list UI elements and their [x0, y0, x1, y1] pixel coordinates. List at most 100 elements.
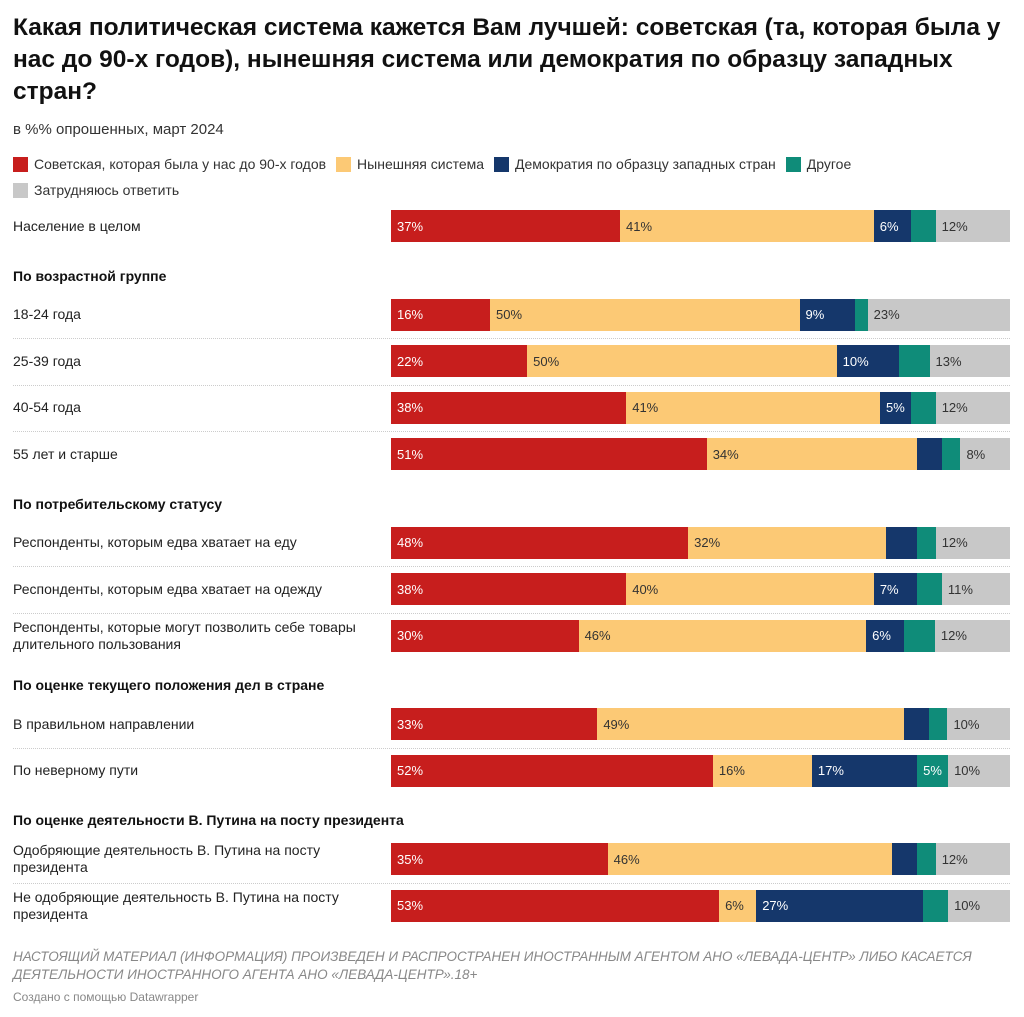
- bar-row: Респонденты, которые могут позволить себ…: [0, 612, 1024, 660]
- bar-segment: 11%: [941, 573, 1010, 606]
- bar-segment: [917, 573, 942, 606]
- value-label: 16%: [718, 763, 745, 779]
- bar-segment: 50%: [490, 298, 800, 331]
- stacked-bar: 53% 6% 27% 10%: [391, 889, 1010, 922]
- row-label: Население в целом: [13, 217, 141, 234]
- row-label: 55 лет и старше: [13, 445, 118, 462]
- bar-segment: 51%: [391, 438, 707, 471]
- bar-segment: 38%: [391, 391, 627, 424]
- bar-row: Одобряющие деятельность В. Путина на пос…: [0, 836, 1024, 883]
- row-label: 18-24 года: [13, 306, 81, 323]
- value-label: 48%: [397, 535, 424, 551]
- legend-swatch: [785, 157, 801, 172]
- foreign-agent-note: НАСТОЯЩИЙ МАТЕРИАЛ (ИНФОРМАЦИЯ) ПРОИЗВЕД…: [13, 949, 972, 982]
- value-label: 30%: [397, 628, 424, 644]
- row-label: В правильном направлении: [13, 715, 195, 732]
- stacked-bar: 35% 46% 12%: [391, 843, 1010, 876]
- value-label: 27%: [762, 898, 789, 914]
- bar-segment: [917, 843, 936, 876]
- group-header: По возрастной группе: [13, 267, 167, 284]
- bar-segment: 38%: [391, 573, 627, 606]
- value-label: 5%: [886, 400, 905, 416]
- row-label: Респонденты, которым едва хватает на еду: [13, 534, 297, 551]
- legend-label: Демократия по образцу западных стран: [515, 156, 776, 172]
- bar-row: 25-39 года 22% 50% 10% 13%: [0, 338, 1024, 385]
- value-label: 12%: [941, 535, 968, 551]
- legend-swatch: [494, 157, 510, 172]
- row-label: Одобряющие деятельность В. Путина на пос…: [13, 842, 321, 876]
- value-label: 10%: [954, 898, 981, 914]
- legend: Советская, которая была у нас до 90-х го…: [13, 153, 1013, 205]
- bar-segment: 46%: [578, 619, 867, 652]
- bar-segment: 41%: [626, 391, 880, 424]
- row-label: Респонденты, которые могут позволить себ…: [13, 618, 356, 652]
- value-label: 50%: [533, 353, 560, 369]
- value-label: 41%: [626, 218, 653, 234]
- row-label: Не одобряющие деятельность В. Путина на …: [13, 888, 339, 922]
- legend-item: Демократия по образцу западных стран: [494, 153, 776, 176]
- datawrapper-credit[interactable]: Создано с помощью Datawrapper: [13, 990, 199, 1004]
- bar-segment: 32%: [688, 526, 887, 559]
- value-label: 41%: [632, 400, 659, 416]
- value-label: 11%: [947, 581, 973, 597]
- value-label: 16%: [397, 307, 424, 323]
- bar-segment: 49%: [597, 708, 904, 741]
- stacked-bar: 22% 50% 10% 13%: [391, 345, 1010, 378]
- legend-item: Затрудняюсь ответить: [13, 179, 179, 202]
- bar-segment: 12%: [935, 526, 1010, 559]
- value-label: 38%: [397, 581, 424, 597]
- group-header: По оценке текущего положения дел в стран…: [13, 677, 325, 693]
- bar-segment: 10%: [836, 345, 899, 378]
- stacked-bar: 33% 49% 10%: [391, 708, 1010, 741]
- bar-segment: 13%: [929, 345, 1010, 378]
- value-label: 52%: [397, 763, 424, 779]
- bar-segment: [903, 619, 935, 652]
- value-label: 34%: [712, 446, 739, 462]
- bar-segment: 33%: [391, 708, 598, 741]
- bar-segment: 40%: [626, 573, 874, 606]
- legend-label: Советская, которая была у нас до 90-х го…: [34, 156, 327, 172]
- legend-swatch: [13, 157, 28, 172]
- bar-segment: 6%: [719, 889, 757, 922]
- bar-row: Респонденты, которым едва хватает на еду…: [0, 520, 1024, 567]
- bar-segment: 12%: [935, 391, 1010, 424]
- bar-segment: 23%: [867, 298, 1010, 331]
- bar-segment: 7%: [873, 573, 918, 606]
- bar-group: 18-24 года 16% 50% 9% 23% 25-39 года 22% 50% 10%…: [0, 292, 1024, 478]
- row-label: 25-39 года: [13, 352, 81, 369]
- bar-segment: 16%: [712, 754, 812, 787]
- stacked-bar: 30% 46% 6% 12%: [391, 619, 1010, 652]
- value-label: 12%: [941, 400, 968, 416]
- bar-segment: 8%: [960, 438, 1010, 471]
- bar-segment: 5%: [880, 391, 911, 424]
- legend-label: Затрудняюсь ответить: [34, 182, 180, 198]
- bar-segment: 41%: [620, 210, 874, 243]
- row-label: 40-54 года: [13, 399, 81, 416]
- stacked-bar: 38% 41% 5% 12%: [391, 391, 1010, 424]
- value-label: 8%: [966, 446, 986, 462]
- bar-segment: 12%: [934, 619, 1010, 652]
- stacked-bar: 16% 50% 9% 23%: [391, 298, 1010, 331]
- value-label: 10%: [842, 353, 869, 369]
- value-label: 9%: [805, 307, 825, 323]
- value-label: 10%: [954, 763, 981, 779]
- bar-segment: [910, 391, 936, 424]
- stacked-bar: 38% 40% 7% 11%: [391, 573, 1010, 606]
- value-label: 37%: [397, 218, 424, 234]
- legend-swatch: [13, 183, 28, 198]
- value-label: 53%: [397, 898, 424, 914]
- bar-segment: 6%: [866, 619, 904, 652]
- bar-segment: 6%: [873, 210, 911, 243]
- stacked-bar: 52% 16% 17% 5% 10%: [391, 754, 1010, 787]
- group-header: По оценке деятельности В. Путина на пост…: [13, 812, 404, 828]
- bar-group: Респонденты, которым едва хватает на еду…: [0, 520, 1024, 660]
- bar-segment: [910, 210, 936, 243]
- bar-segment: 22%: [391, 345, 528, 378]
- bar-row: 40-54 года 38% 41% 5% 12%: [0, 384, 1024, 432]
- bar-segment: [941, 438, 961, 471]
- chart-subtitle: в %% опрошенных, март 2024: [13, 121, 224, 138]
- bar-segment: [923, 889, 949, 922]
- bar-segment: 10%: [948, 754, 1010, 787]
- stacked-bar-chart: Население в целом 37% 41% 6% 12% По возрастно…: [0, 203, 1024, 929]
- bar-segment: 48%: [391, 526, 689, 559]
